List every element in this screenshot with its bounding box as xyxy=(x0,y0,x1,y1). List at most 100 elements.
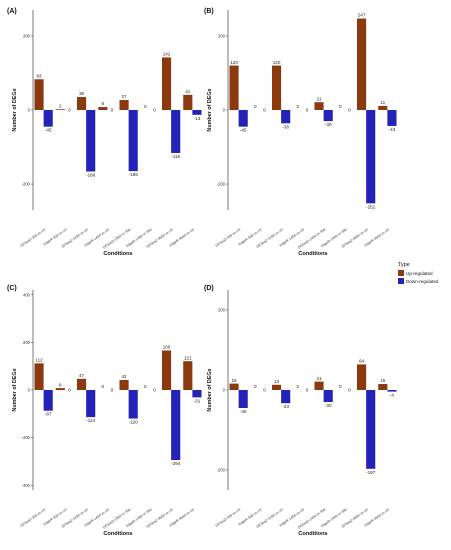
bar-down-regulated xyxy=(366,390,376,469)
bar-up-regulated xyxy=(98,107,108,110)
bar-up-regulated xyxy=(271,384,282,390)
bar-up-regulated xyxy=(34,79,44,110)
y-tick-label: 200 xyxy=(218,34,226,39)
bar-up-regulated xyxy=(119,380,129,390)
data-label-up: 21 xyxy=(316,376,322,381)
data-label-up: 27 xyxy=(121,94,127,99)
data-label-up: 0 xyxy=(144,384,147,389)
bar-down-regulated xyxy=(238,390,248,408)
y-tick-label: 0 xyxy=(28,108,31,113)
legend-title: Type xyxy=(398,262,410,268)
bar-up-regulated xyxy=(229,383,239,390)
bar-up-regulated xyxy=(55,109,65,110)
x-tick-label: DESeq2-30d-vs-ctrl xyxy=(20,507,47,527)
bar-down-regulated xyxy=(86,110,96,172)
data-label-up: 142 xyxy=(163,52,171,57)
data-label-down: 0 xyxy=(111,108,114,113)
y-tick-label: -200 xyxy=(217,468,226,473)
bar-down-regulated xyxy=(128,390,138,419)
legend-swatch-down xyxy=(398,278,404,284)
bar-down-regulated xyxy=(192,110,202,115)
x-axis-title: Conditions xyxy=(103,531,132,537)
data-label-down: 0 xyxy=(153,108,156,113)
panel-label: (A) xyxy=(7,8,17,15)
y-axis-title: Number of DEGs xyxy=(12,368,18,411)
bar-up-regulated xyxy=(356,364,367,390)
data-label-down: 0 xyxy=(263,108,266,113)
bar-down-regulated xyxy=(192,390,202,398)
y-tick-label: -200 xyxy=(22,435,31,440)
bar-up-regulated xyxy=(229,65,239,110)
data-label-up: 11 xyxy=(380,100,385,105)
data-label-up: 64 xyxy=(359,359,365,364)
data-label-down: -43 xyxy=(389,127,396,132)
data-label-down: 0 xyxy=(306,108,309,113)
data-label-down: 0 xyxy=(68,108,71,113)
data-label-down: -4 xyxy=(390,393,395,398)
legend: Type Up-regulated Down-regulated xyxy=(398,262,450,286)
data-label-down: 0 xyxy=(263,388,266,393)
x-axis-title: Conditions xyxy=(298,251,327,257)
data-label-down: -197 xyxy=(366,470,376,475)
bar-up-regulated xyxy=(76,97,87,110)
y-axis-title: Number of DEGs xyxy=(207,368,213,411)
legend-item-up: Up-regulated xyxy=(398,270,450,276)
chart-panel-3: (C) -400 -200 0 200 400 Number of DEGs 112 -87 DE… xyxy=(7,285,202,537)
bar-up-regulated xyxy=(161,350,172,390)
data-label-up: 47 xyxy=(79,373,85,378)
x-tick-label: DESeq2-30d-vs-ctrl xyxy=(215,227,242,247)
y-tick-label: 200 xyxy=(218,308,226,313)
bar-up-regulated xyxy=(314,381,324,390)
bar-down-regulated xyxy=(323,110,333,122)
data-label-down: -45 xyxy=(45,128,52,133)
bar-down-regulated xyxy=(387,390,397,392)
data-label-down: -31 xyxy=(194,398,201,403)
panel-label: (D) xyxy=(204,285,214,292)
data-label-up: 41 xyxy=(185,89,191,94)
data-label-up: 112 xyxy=(35,358,43,363)
bar-down-regulated xyxy=(366,110,376,204)
bar-up-regulated xyxy=(161,57,172,110)
data-label-down: -13 xyxy=(194,116,201,121)
y-tick-label: 0 xyxy=(28,388,31,393)
data-label-up: 8 xyxy=(102,101,105,106)
data-label-down: -30 xyxy=(325,403,332,408)
data-label-down: -252 xyxy=(366,204,376,209)
data-label-down: -114 xyxy=(86,418,95,423)
y-tick-label: -200 xyxy=(22,182,31,187)
bar-up-regulated xyxy=(183,361,193,390)
panel-label: (B) xyxy=(204,8,214,15)
bar-down-regulated xyxy=(171,110,181,153)
chart-panel-4: (D) -200 0 200 Number of DEGs 16 -45 DESeq2-30d… xyxy=(204,285,397,537)
bar-down-regulated xyxy=(281,390,291,404)
bar-down-regulated xyxy=(323,390,333,402)
bar-up-regulated xyxy=(119,100,129,110)
bar-up-regulated xyxy=(76,378,87,390)
data-label-up: 0 xyxy=(102,384,105,389)
x-axis-title: Conditions xyxy=(103,251,132,257)
y-axis-title: Number of DEGs xyxy=(12,88,18,131)
data-label-up: 120 xyxy=(273,60,281,65)
data-label-up: 83 xyxy=(36,73,42,78)
data-label-down: -36 xyxy=(282,124,289,129)
bar-down-regulated xyxy=(238,110,248,127)
y-tick-label: 0 xyxy=(223,108,226,113)
data-label-up: 0 xyxy=(339,104,342,109)
y-tick-label: 0 xyxy=(223,388,226,393)
x-tick-label: DESeq2-30d-vs-ctrl xyxy=(20,227,47,247)
bar-down-regulated xyxy=(43,110,53,127)
data-label-down: -45 xyxy=(240,409,247,414)
panel-label: (C) xyxy=(7,285,17,292)
data-label-down: -294 xyxy=(171,461,181,466)
data-label-up: 247 xyxy=(358,13,366,18)
data-label-up: 8 xyxy=(59,382,62,387)
bar-up-regulated xyxy=(378,105,388,110)
legend-label-up: Up-regulated xyxy=(406,270,433,276)
data-label-up: 0 xyxy=(339,384,342,389)
data-label-up: 15 xyxy=(380,378,386,383)
bar-down-regulated xyxy=(171,390,181,460)
bar-up-regulated xyxy=(378,384,388,390)
bar-down-regulated xyxy=(43,390,53,411)
data-label-up: 0 xyxy=(254,384,257,389)
